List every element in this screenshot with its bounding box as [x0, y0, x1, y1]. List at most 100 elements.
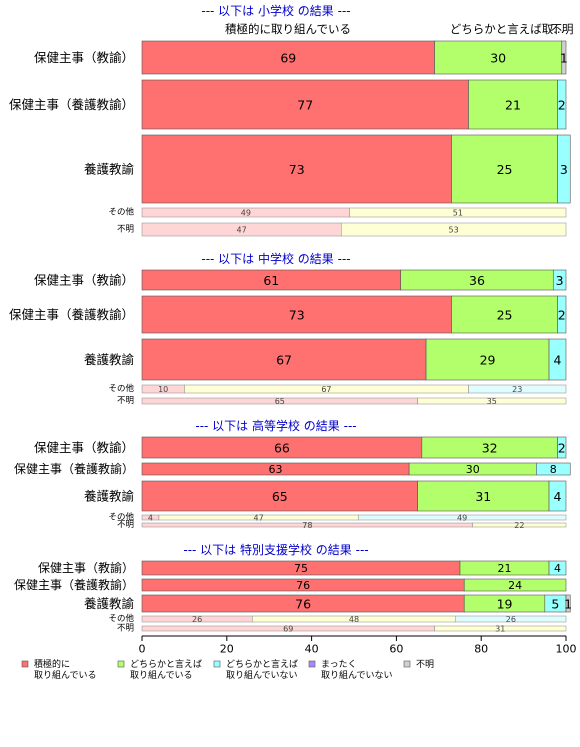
minor-bar-row: 不明 78 22 — [117, 520, 567, 530]
legend-item: どちらかと言えば取り組んでいる — [117, 658, 202, 681]
legend-item: まったく取り組んでいない — [308, 659, 393, 681]
bar-value-label: 5 — [551, 597, 559, 612]
legend-label-line: 取り組んでいない — [321, 669, 393, 681]
bar-segment — [141, 295, 452, 334]
minor-bar-value-label: 47 — [237, 226, 247, 235]
minor-bar-value-label: 31 — [495, 625, 505, 634]
legend-label-line: 不明 — [416, 659, 434, 670]
bar-value-label: 25 — [497, 162, 513, 177]
bar-value-label: 4 — [554, 562, 561, 575]
section-3: --- 以下は 特別支援学校 の結果 ---保健主事（教諭） 75 21 4保健主事（… — [14, 542, 572, 634]
minor-bar-value-label: 47 — [254, 514, 264, 523]
minor-bar-value-label: 10 — [158, 385, 168, 394]
minor-row-label: 不明 — [117, 624, 134, 634]
bar-segment — [557, 79, 567, 130]
minor-bar-row: 不明 47 53 — [117, 222, 567, 237]
section-title: --- 以下は 小学校 の結果 --- — [201, 3, 350, 18]
row-label: 養護教諭 — [84, 352, 135, 367]
bar-segment — [557, 295, 567, 334]
bar-segment — [141, 134, 452, 204]
row-label: 養護教諭 — [84, 162, 135, 177]
minor-bar-segment — [341, 222, 567, 237]
section-title: --- 以下は 中学校 の結果 --- — [201, 251, 350, 266]
bar-value-label: 25 — [497, 308, 513, 323]
legend-swatch — [308, 660, 316, 668]
bar-row: 保健主事（養護教諭） 77 21 2 — [9, 79, 567, 130]
bar-value-label: 29 — [480, 353, 496, 368]
legend-swatch — [403, 660, 411, 668]
bar-value-label: 73 — [289, 162, 305, 177]
bar-row: 保健主事（教諭） 66 32 2 — [34, 436, 567, 459]
bar-segment — [141, 480, 418, 512]
minor-row-label: その他 — [108, 512, 134, 523]
bar-value-label: 75 — [294, 562, 308, 575]
minor-bar-value-label: 53 — [449, 226, 459, 235]
bar-segment — [425, 338, 550, 381]
bar-value-label: 67 — [276, 353, 292, 368]
minor-row-label: その他 — [108, 207, 134, 218]
row-label: 保健主事（教諭） — [34, 50, 134, 65]
minor-bar-row: 不明 69 31 — [117, 624, 567, 634]
bar-segment — [548, 480, 567, 512]
bar-value-label: 8 — [550, 463, 557, 476]
bar-value-label: 32 — [482, 441, 498, 456]
bar-row: 保健主事（養護教諭） 73 25 2 — [9, 295, 567, 334]
x-tick-label: 100 — [556, 643, 577, 656]
bar-segment — [552, 269, 567, 291]
row-label: 保健主事（養護教諭） — [9, 97, 134, 112]
row-label: 保健主事（教諭） — [38, 560, 134, 575]
minor-bar-row: その他 26 48 26 — [108, 613, 567, 624]
bar-row: 保健主事（教諭） 61 36 3 — [34, 269, 567, 291]
bar-value-label: 69 — [280, 51, 296, 66]
minor-bar-row: 不明 65 35 — [117, 396, 567, 406]
row-label: 養護教諭 — [84, 489, 135, 504]
legend-swatch — [117, 660, 125, 668]
x-tick-label: 60 — [389, 643, 403, 656]
bar-value-label: 65 — [272, 489, 288, 504]
bar-value-label: 2 — [558, 98, 566, 113]
bar-row: 保健主事（教諭） 69 30 1 — [34, 40, 568, 75]
minor-bar-value-label: 78 — [302, 521, 312, 530]
bar-value-label: 61 — [263, 273, 279, 288]
bar-value-label: 2 — [558, 308, 566, 323]
bar-value-label: 30 — [490, 51, 506, 66]
bar-value-label: 30 — [466, 463, 480, 476]
top-label-somewhat: どちらかと言えば取... — [450, 22, 564, 36]
bar-segment — [417, 480, 550, 512]
row-label: 保健主事（教諭） — [34, 273, 134, 288]
minor-bar-value-label: 4 — [148, 514, 153, 523]
bar-value-label: 1 — [560, 51, 568, 66]
bar-value-label: 31 — [475, 489, 491, 504]
bar-segment — [451, 295, 558, 334]
bar-row: 保健主事（養護教諭） 63 30 8 — [14, 461, 571, 476]
bar-row: 養護教諭 65 31 4 — [84, 480, 567, 512]
top-label-active: 積極的に取り組んでいる — [225, 22, 351, 36]
minor-bar-row: その他 49 51 — [108, 207, 567, 218]
minor-bar-row: その他 4 47 49 — [108, 512, 567, 523]
minor-bar-value-label: 69 — [283, 625, 293, 634]
row-label: 養護教諭 — [84, 596, 135, 611]
legend-label-line: 取り組んでいない — [226, 669, 298, 681]
bar-segment — [434, 40, 563, 75]
bar-segment — [141, 338, 427, 381]
minor-row-label: 不明 — [117, 396, 134, 406]
bar-value-label: 66 — [274, 441, 290, 456]
bar-segment — [557, 134, 571, 204]
legend-label: まったく取り組んでいない — [321, 659, 393, 681]
minor-bar-value-label: 48 — [349, 615, 359, 624]
bar-value-label: 1 — [564, 597, 572, 612]
legend-label-line: どちらかと言えば — [130, 658, 202, 670]
bar-segment — [451, 134, 558, 204]
legend-swatch — [213, 660, 221, 668]
legend-label: 積極的に取り組んでいる — [34, 658, 97, 681]
legend-label-line: 取り組んでいる — [34, 669, 97, 681]
bar-value-label: 3 — [560, 162, 568, 177]
legend-label: どちらかと言えば取り組んでいない — [226, 658, 298, 681]
minor-row-label: その他 — [108, 613, 134, 624]
section-title: --- 以下は 高等学校 の結果 --- — [195, 418, 356, 433]
section-0: --- 以下は 小学校 の結果 --- 保健主事（教諭） 69 30 1 保健主事（養護教… — [9, 3, 571, 237]
bar-value-label: 77 — [297, 98, 313, 113]
bar-value-label: 76 — [295, 597, 311, 612]
bar-row: 保健主事（教諭） 75 21 4 — [38, 560, 567, 576]
row-label: 保健主事（養護教諭） — [9, 307, 134, 322]
